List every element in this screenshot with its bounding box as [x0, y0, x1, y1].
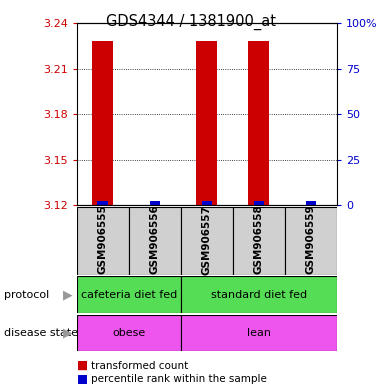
Bar	[77, 207, 129, 275]
Bar	[129, 207, 181, 275]
Bar	[77, 276, 181, 313]
Bar	[181, 276, 337, 313]
Bar	[196, 41, 217, 205]
Bar	[249, 41, 269, 205]
Text: GSM906557: GSM906557	[202, 205, 212, 275]
Text: disease state: disease state	[4, 328, 78, 338]
Text: GDS4344 / 1381900_at: GDS4344 / 1381900_at	[106, 13, 277, 30]
Text: obese: obese	[112, 328, 145, 338]
Text: lean: lean	[247, 328, 271, 338]
Text: ▶: ▶	[63, 327, 73, 339]
Bar	[149, 200, 160, 205]
Text: cafeteria diet fed: cafeteria diet fed	[80, 290, 177, 300]
Bar	[181, 315, 337, 351]
Text: GSM906559: GSM906559	[306, 205, 316, 275]
Text: percentile rank within the sample: percentile rank within the sample	[91, 374, 267, 384]
Bar	[77, 315, 181, 351]
Bar	[181, 207, 233, 275]
Text: ▶: ▶	[63, 288, 73, 301]
Bar	[233, 207, 285, 275]
Bar	[285, 207, 337, 275]
Text: GSM906555: GSM906555	[98, 205, 108, 275]
Text: ■: ■	[77, 359, 88, 372]
Bar	[254, 201, 264, 205]
Text: protocol: protocol	[4, 290, 49, 300]
Bar	[201, 201, 212, 205]
Text: GSM906558: GSM906558	[254, 205, 264, 275]
Bar	[97, 201, 108, 205]
Text: standard diet fed: standard diet fed	[211, 290, 307, 300]
Bar	[92, 41, 113, 205]
Text: ■: ■	[77, 373, 88, 384]
Text: GSM906556: GSM906556	[150, 205, 160, 275]
Bar	[306, 200, 316, 205]
Text: transformed count: transformed count	[91, 361, 188, 371]
